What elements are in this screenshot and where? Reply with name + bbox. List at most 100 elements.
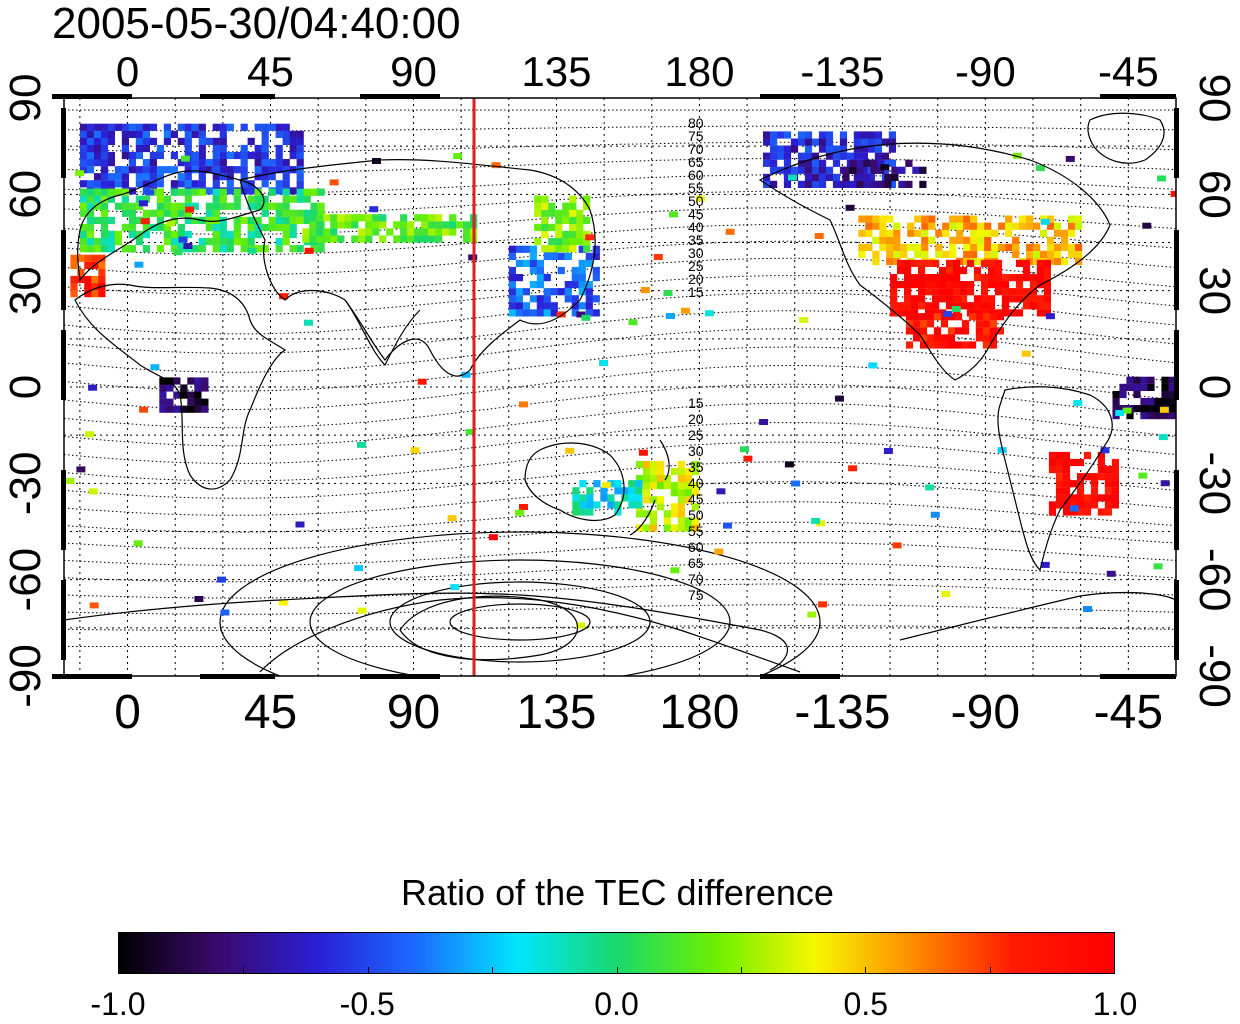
tec-cell: [1104, 508, 1112, 516]
tec-cell: [177, 173, 185, 181]
tec-cell: [557, 252, 565, 260]
tec-cell: [665, 313, 675, 319]
tec-cell: [173, 405, 181, 413]
tec-cell: [932, 274, 940, 282]
tec-cell: [1161, 397, 1169, 406]
tec-cell: [614, 501, 622, 509]
tec-cell: [149, 173, 157, 181]
tec-cell: [289, 130, 297, 138]
tec-cell: [212, 123, 220, 131]
tec-cell: [70, 254, 78, 262]
tec-cell: [994, 288, 1003, 296]
tec-cell: [170, 151, 178, 160]
tec-cell: [684, 482, 692, 490]
tec-cell: [863, 173, 871, 181]
tec-cell: [541, 223, 549, 232]
tec-cell: [508, 274, 516, 282]
tec-cell: [940, 334, 949, 342]
tec-cell: [942, 250, 950, 258]
tec-cell: [954, 313, 963, 321]
tec-cell: [1022, 274, 1031, 282]
axis-labels: 0045459090135135180180-135-135-90-90-45-…: [1, 48, 1239, 739]
tec-cell: [1068, 243, 1076, 251]
tec-cell: [987, 295, 996, 303]
tec-cell: [963, 257, 971, 266]
tec-cell: [317, 209, 325, 217]
tec-cell: [435, 214, 443, 222]
tec-cell: [877, 159, 885, 167]
tec-cell: [205, 159, 213, 167]
lat-tick-right: -60: [1190, 548, 1239, 612]
tec-cell: [987, 281, 996, 289]
tec-cell: [515, 302, 523, 310]
tec-cell: [1048, 508, 1057, 516]
tec-cell: [303, 195, 311, 203]
tec-cell: [91, 290, 99, 298]
tec-cell: [212, 230, 220, 239]
tec-cell: [1055, 501, 1064, 509]
contour-label-north: 20: [688, 271, 704, 287]
contour-label-south: 50: [688, 507, 704, 523]
tec-cell: [316, 221, 324, 229]
tec-cell: [163, 238, 171, 246]
tec-cell: [1036, 302, 1044, 310]
tec-cell: [261, 137, 269, 145]
tec-cell: [1048, 466, 1057, 474]
frame-bar-left: [61, 470, 66, 550]
tec-cell: [1069, 501, 1078, 509]
tec-cell: [316, 228, 324, 236]
tec-cell: [1033, 257, 1041, 266]
tec-cell: [921, 222, 929, 230]
tec-cell: [1055, 487, 1064, 495]
tec-cell: [121, 245, 129, 253]
tec-cell: [198, 173, 206, 181]
tec-cell: [254, 230, 262, 239]
tec-cell: [323, 235, 331, 243]
colorbar-tick: [243, 967, 245, 973]
tec-cell: [177, 123, 185, 131]
tec-cell: [649, 496, 658, 504]
tec-cell: [797, 138, 806, 146]
tec-cell: [1040, 218, 1050, 225]
tec-cell: [921, 250, 929, 258]
tec-cell: [1022, 302, 1031, 310]
colorbar-tick: [865, 967, 867, 973]
tec-cell: [536, 309, 544, 317]
tec-cell: [279, 293, 289, 300]
tec-cell: [856, 166, 864, 174]
tec-cell: [918, 288, 926, 296]
tec-cell: [684, 467, 692, 476]
tec-cell: [1168, 376, 1176, 384]
lon-tick-top: 180: [664, 48, 734, 95]
tec-cell: [519, 504, 528, 510]
tec-cell: [918, 281, 926, 289]
tec-cell: [695, 195, 705, 202]
tec-cell: [811, 152, 820, 160]
tec-cell: [1055, 480, 1064, 488]
tec-cell: [600, 494, 608, 502]
tec-cell: [550, 302, 558, 310]
tec-cell: [562, 209, 570, 217]
tec-cell: [536, 266, 544, 275]
tec-cell: [925, 259, 933, 267]
tec-cell: [365, 214, 373, 222]
tec-cell: [947, 341, 956, 349]
colorbar-tick-label: 0.5: [843, 986, 888, 1022]
tec-cell: [212, 209, 220, 217]
tec-cell: [1154, 397, 1162, 406]
tec-cell: [649, 524, 658, 532]
tec-cell: [1069, 458, 1078, 467]
colorbar-title: Ratio of the TEC difference: [401, 872, 834, 913]
tec-cell: [1097, 508, 1105, 516]
tec-cell: [635, 510, 644, 518]
tec-cell: [949, 236, 957, 244]
tec-cell: [818, 131, 827, 139]
tec-cell: [1055, 473, 1064, 481]
tec-cell: [939, 288, 947, 296]
tec-cell: [879, 243, 887, 251]
tec-cell: [942, 229, 950, 237]
tec-cell: [463, 235, 471, 243]
tec-cell: [184, 202, 192, 210]
tec-cell: [811, 173, 820, 181]
tec-cell: [79, 245, 88, 253]
